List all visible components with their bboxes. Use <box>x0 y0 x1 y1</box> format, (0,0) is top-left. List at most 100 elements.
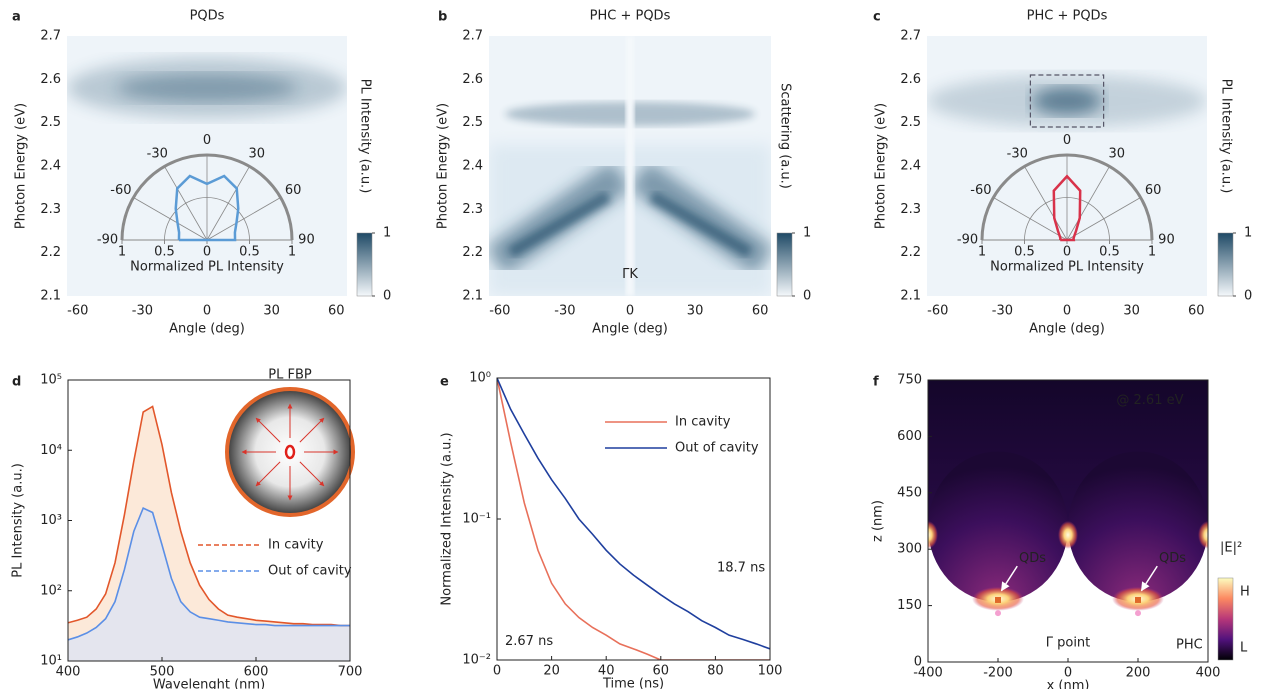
polar-spoke <box>206 197 281 241</box>
polar-angle-label: 30 <box>248 146 265 161</box>
y-tick-label: 2.1 <box>900 289 921 304</box>
area <box>68 508 350 661</box>
x-tick-label: 60 <box>752 304 769 319</box>
x-tick-label: 20 <box>543 664 560 679</box>
y-tick-label: 2.2 <box>900 245 921 260</box>
x-tick-label: 500 <box>150 665 175 680</box>
x-tick-label: 200 <box>1126 666 1151 681</box>
polar-frame <box>120 153 294 241</box>
polar-radial-label: 1 <box>978 245 986 260</box>
x-tick-label: 0 <box>1064 666 1072 681</box>
panel-label: e <box>440 375 449 390</box>
x-axis-label: Time (ns) <box>602 677 664 689</box>
colorbar-label: PL Intensity (a.u.) <box>1219 79 1234 194</box>
y-tick-label: 750 <box>897 373 922 388</box>
highlight-box <box>1029 74 1105 128</box>
x-tick-label: 0 <box>1063 304 1071 319</box>
panel-label: c <box>873 10 881 25</box>
polar-angle-label: -30 <box>147 146 168 161</box>
polar-angle-label: 90 <box>1158 233 1175 248</box>
y-tick-label: 2.7 <box>462 29 483 44</box>
y-tick-label: 2.5 <box>900 115 921 130</box>
y-tick-label: 2.2 <box>462 245 483 260</box>
colorbar <box>1217 232 1234 297</box>
x-tick-label: 30 <box>687 304 704 319</box>
x-tick-label: 700 <box>338 665 363 680</box>
polar-spoke <box>206 166 250 241</box>
polar-angle-label: -60 <box>110 183 131 198</box>
y-tick-label: 10⁻² <box>462 653 491 668</box>
y-axis-label: z (nm) <box>871 500 886 542</box>
x-axis-label: Angle (deg) <box>592 322 668 337</box>
y-tick-label: 2.3 <box>40 202 61 217</box>
y-axis-label: Photon Energy (eV) <box>14 103 29 229</box>
y-tick-label: 450 <box>897 485 922 500</box>
y-tick-label: 2.5 <box>462 115 483 130</box>
y-tick-label: 10² <box>40 583 62 598</box>
y-axis-label: Photon Energy (eV) <box>436 103 451 229</box>
y-tick-label: 2.7 <box>900 29 921 44</box>
polar-radial-label: 0.5 <box>154 245 175 260</box>
x-axis-label: Angle (deg) <box>1029 322 1105 337</box>
heatmap-branch <box>507 191 612 258</box>
polar-angle-label: -30 <box>1007 146 1028 161</box>
polar-radial-label: 0 <box>1063 245 1071 260</box>
y-tick-label: 2.1 <box>40 289 61 304</box>
colorbar-tick-label: 0 <box>803 289 811 304</box>
x-tick-label: -60 <box>67 304 88 319</box>
fbp-arrow <box>255 417 281 443</box>
x-tick-label: -30 <box>132 304 153 319</box>
qd <box>995 596 1001 603</box>
polar-angle-label: 60 <box>285 183 302 198</box>
annotation: PHC <box>1176 638 1203 653</box>
plot-area <box>68 405 350 661</box>
polar-radial-label: 1 <box>1148 245 1156 260</box>
x-tick-label: -30 <box>554 304 575 319</box>
heatmap-branch <box>648 191 753 258</box>
x-tick-label: 30 <box>1123 304 1140 319</box>
polar-angle-label: -60 <box>970 183 991 198</box>
annotation: QDs <box>1159 551 1186 566</box>
x-tick-label: 100 <box>758 664 783 679</box>
line <box>68 405 350 627</box>
legend-label: In cavity <box>675 415 731 430</box>
x-tick-label: 0 <box>203 304 211 319</box>
polar-frame <box>980 153 1154 241</box>
polar-curve <box>1052 174 1082 242</box>
y-tick-label: 2.6 <box>40 72 61 87</box>
line <box>68 507 350 641</box>
fbp-arrow <box>299 461 325 487</box>
colorbar-tick-label: 0 <box>383 289 391 304</box>
panel-title: PHC + PQDs <box>1027 9 1108 24</box>
y-tick-label: 2.2 <box>40 245 61 260</box>
plot-area <box>489 36 771 296</box>
y-tick-label: 2.1 <box>462 289 483 304</box>
polar-angle-label: 30 <box>1108 146 1125 161</box>
annotation: @ 2.61 eV <box>1116 393 1183 408</box>
x-tick-label: 60 <box>653 664 670 679</box>
x-tick-label: 600 <box>244 665 269 680</box>
panel-title: PHC + PQDs <box>590 9 671 24</box>
colorbar-end-label: H <box>1240 585 1250 600</box>
x-tick-label: -30 <box>992 304 1013 319</box>
y-axis-label: PL Intensity (a.u.) <box>11 463 26 578</box>
colorbar-tick-label: 1 <box>1244 226 1252 241</box>
inset-title: PL FBP <box>268 368 312 383</box>
x-axis-label: x (nm) <box>1047 679 1090 689</box>
polar-spoke <box>1066 166 1110 241</box>
y-tick-label: 2.6 <box>462 72 483 87</box>
legend-label: Out of cavity <box>268 564 352 579</box>
y-tick-label: 10⁻¹ <box>462 512 491 527</box>
y-tick-label: 2.4 <box>900 159 921 174</box>
y-tick-label: 2.7 <box>40 29 61 44</box>
y-tick-label: 2.5 <box>40 115 61 130</box>
panel-label: a <box>12 10 21 25</box>
polar-angle-label: 0 <box>203 133 211 148</box>
hot-spot <box>928 520 938 549</box>
x-tick-label: 60 <box>1188 304 1205 319</box>
panel-label: d <box>12 375 21 390</box>
polar-radial-label: 0 <box>203 245 211 260</box>
fbp-center <box>284 444 296 460</box>
gamma-spot <box>1135 610 1141 617</box>
polar-spoke <box>133 197 208 241</box>
